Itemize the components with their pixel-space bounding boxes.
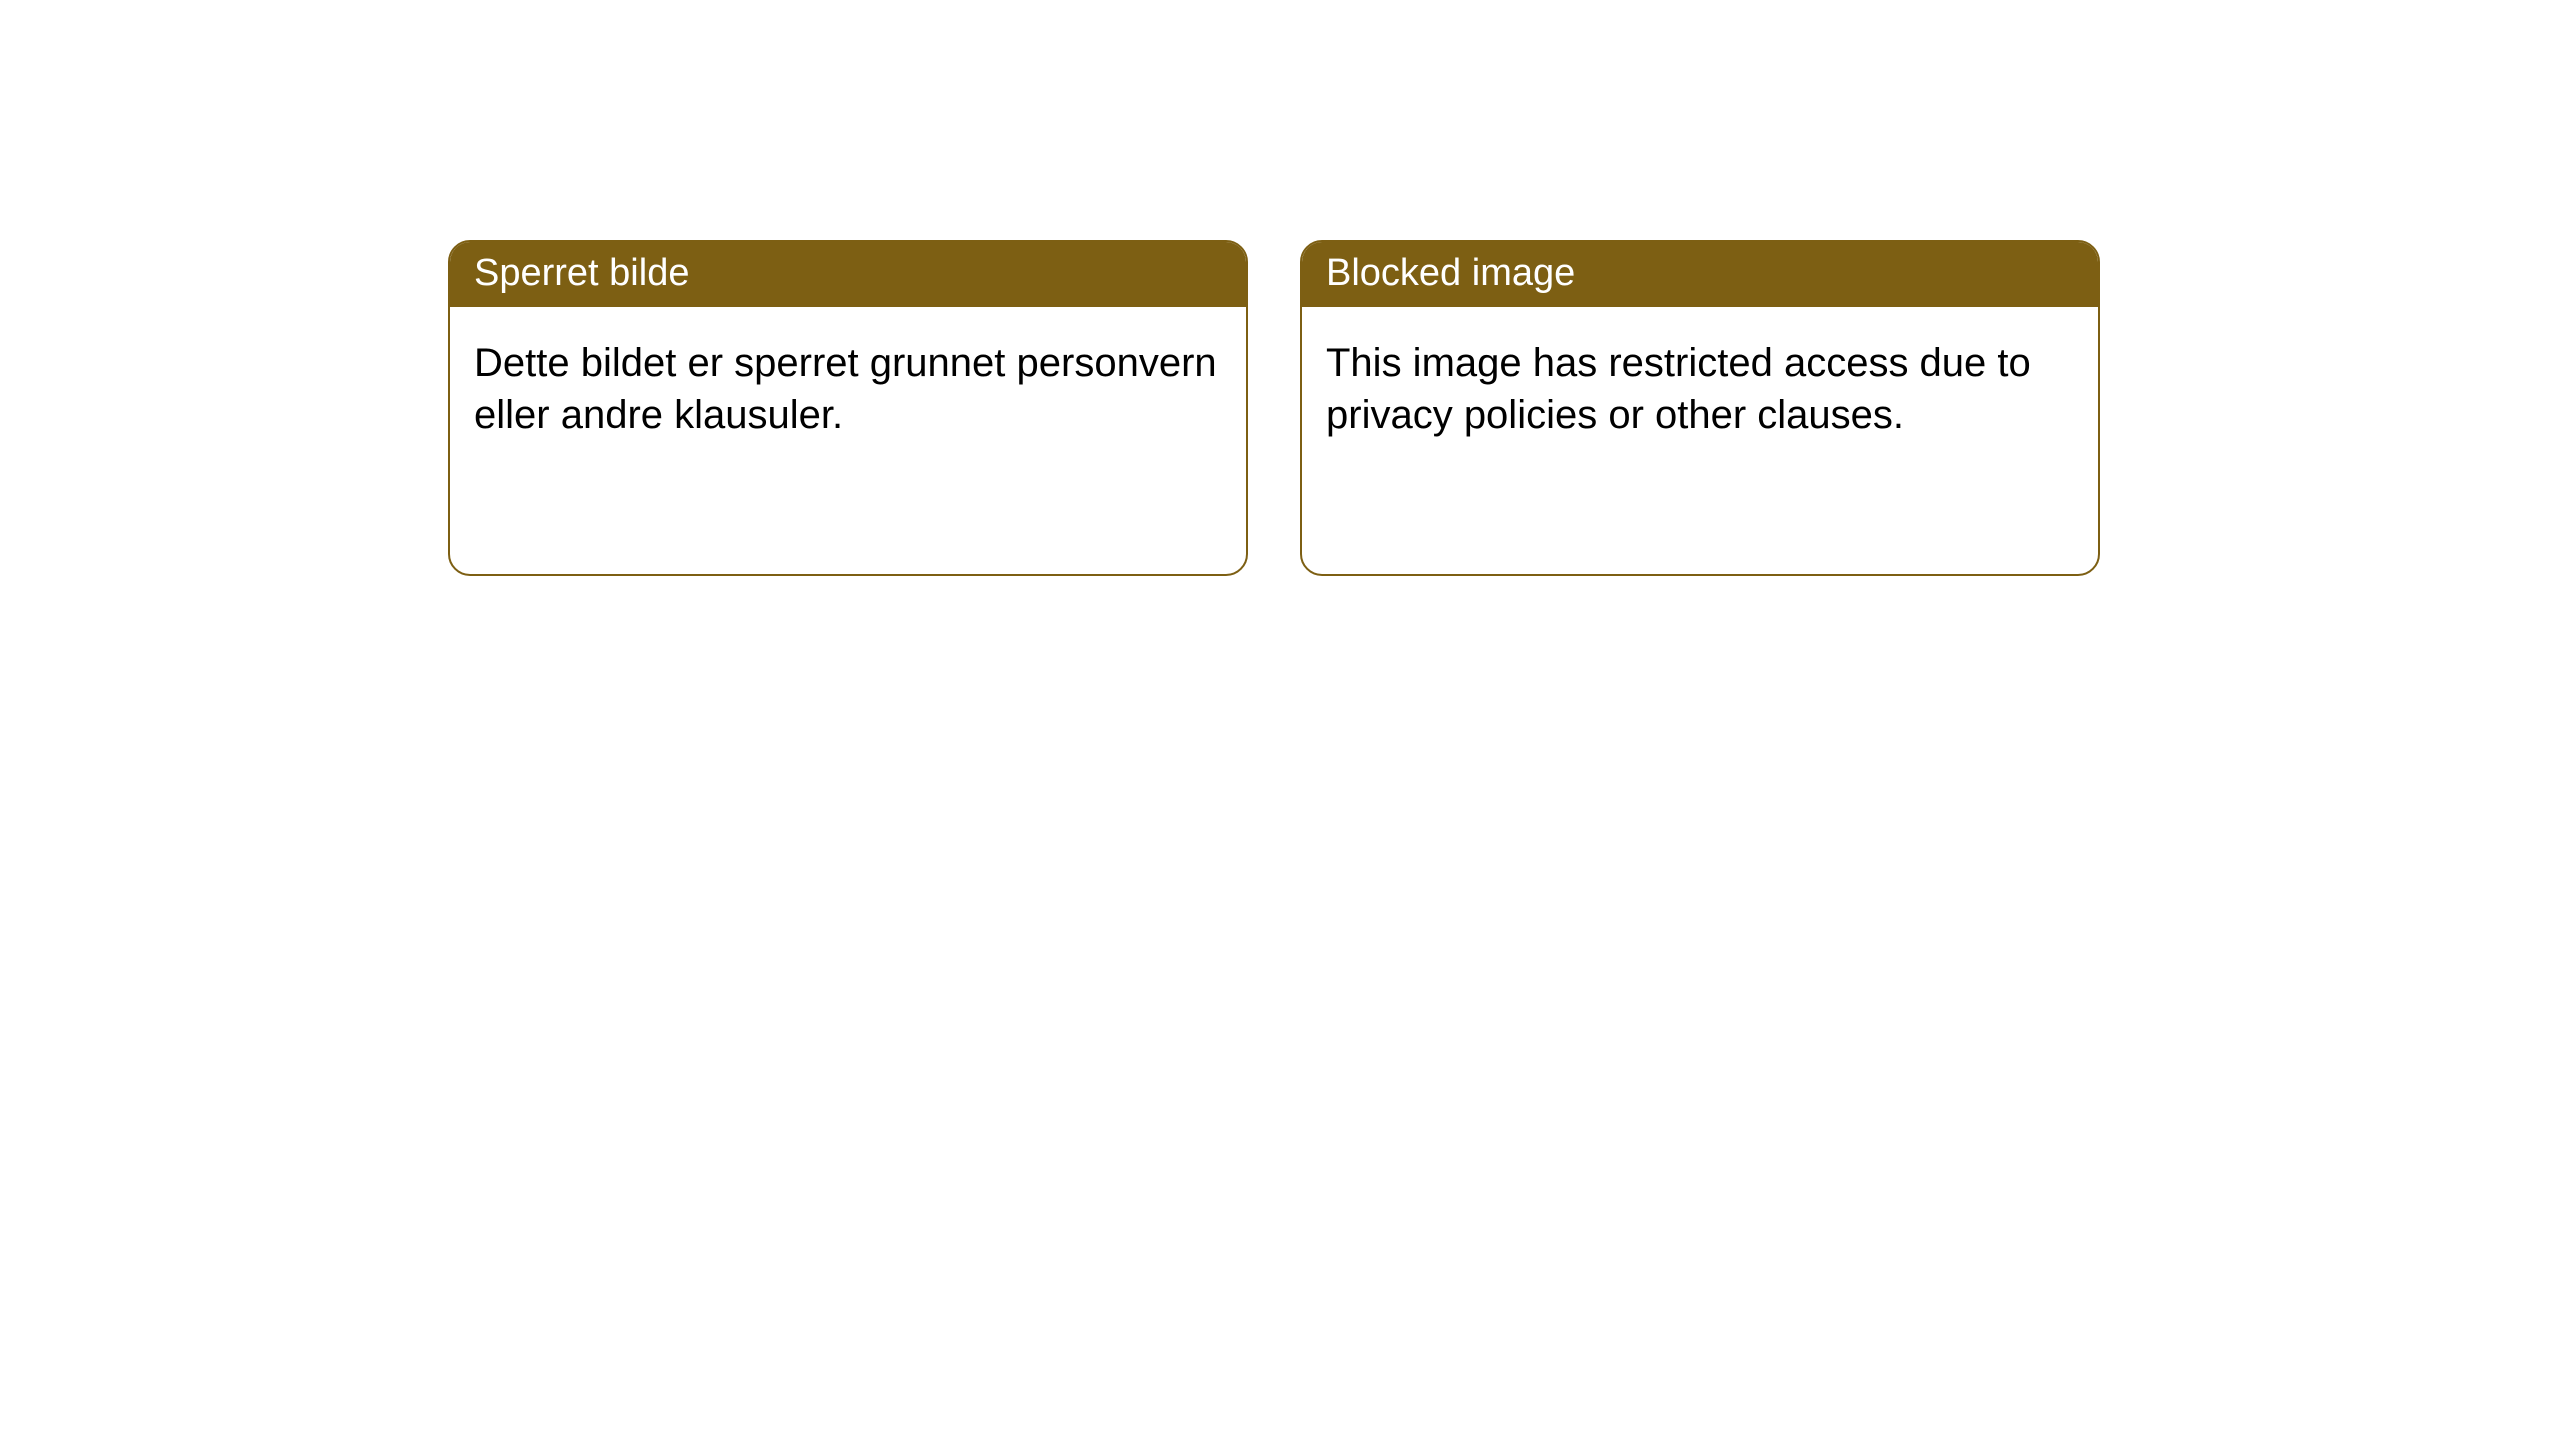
card-title: Blocked image — [1326, 252, 1575, 294]
card-header-norwegian: Sperret bilde — [450, 242, 1246, 307]
card-title: Sperret bilde — [474, 252, 689, 294]
cards-container: Sperret bilde Dette bildet er sperret gr… — [0, 0, 2560, 576]
card-body-text: This image has restricted access due to … — [1326, 341, 2031, 437]
card-header-english: Blocked image — [1302, 242, 2098, 307]
card-english: Blocked image This image has restricted … — [1300, 240, 2100, 576]
card-norwegian: Sperret bilde Dette bildet er sperret gr… — [448, 240, 1248, 576]
card-body-english: This image has restricted access due to … — [1302, 307, 2098, 471]
card-body-norwegian: Dette bildet er sperret grunnet personve… — [450, 307, 1246, 471]
card-body-text: Dette bildet er sperret grunnet personve… — [474, 341, 1217, 437]
